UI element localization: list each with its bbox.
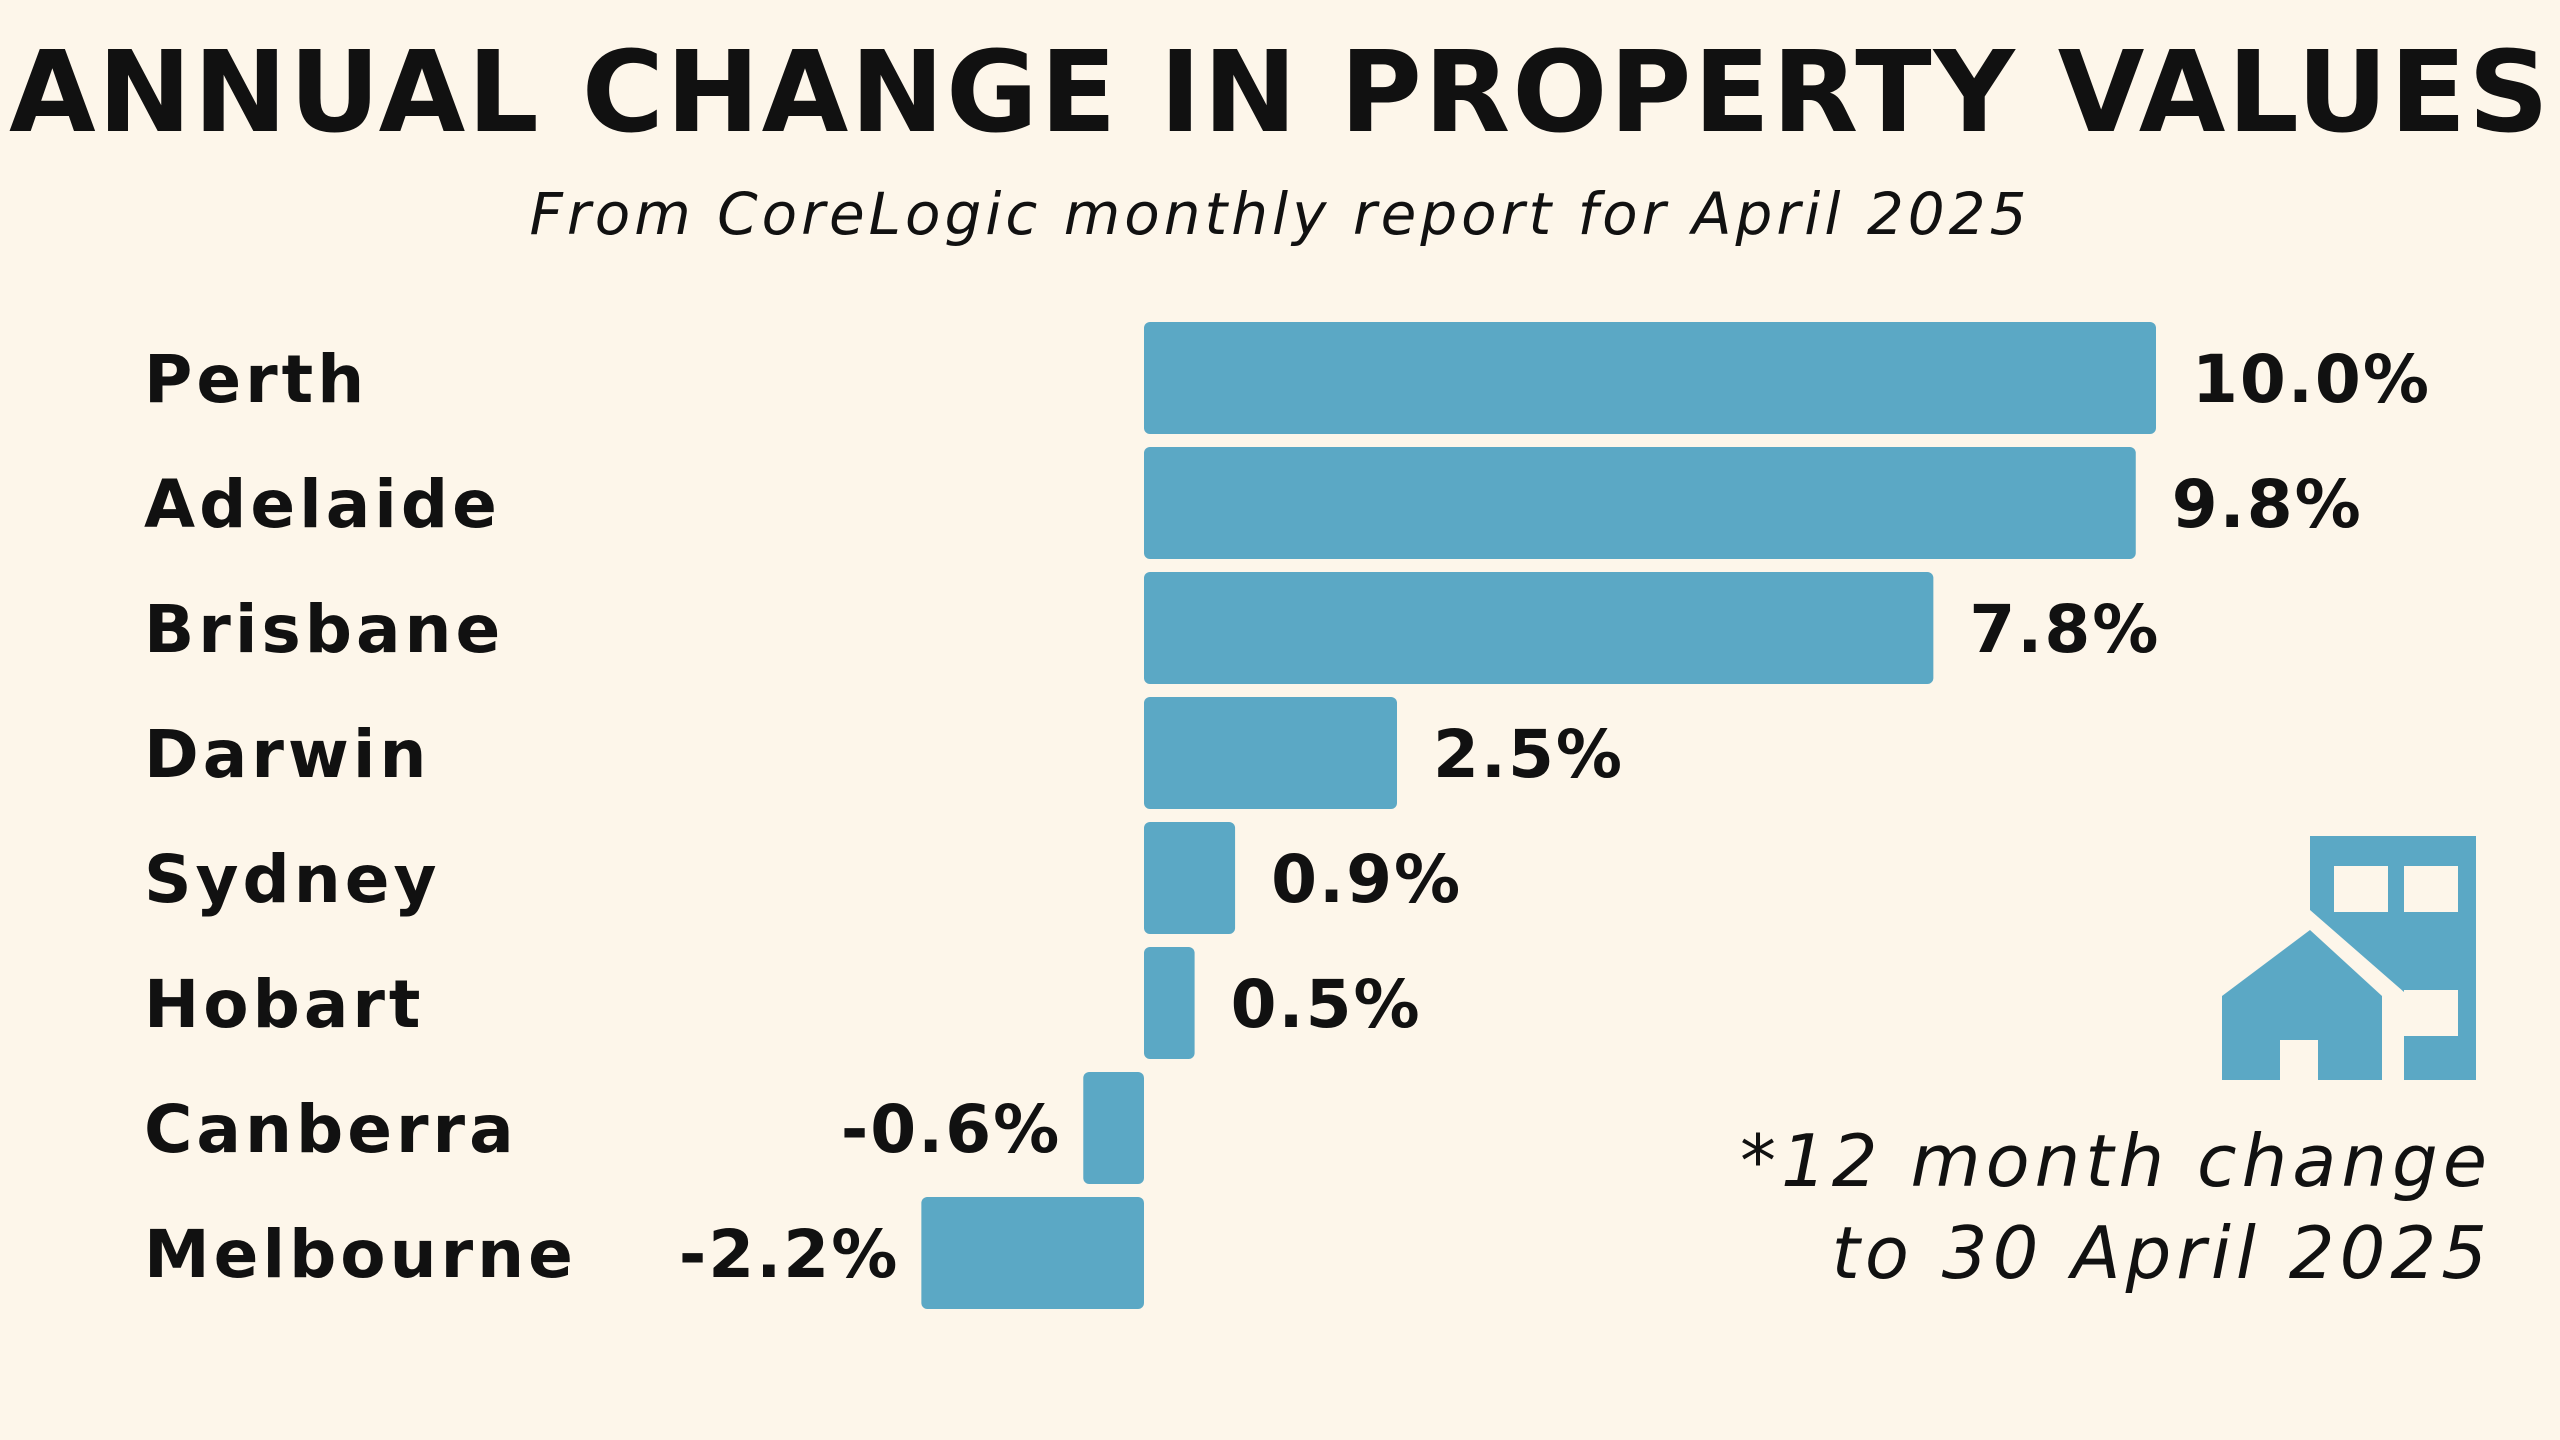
category-label-hobart: Hobart [144,966,424,1043]
bar-darwin [1144,697,1397,809]
value-label-perth: 10.0% [2192,341,2431,418]
footnote-line-2: to 30 April 2025 [1831,1211,2492,1295]
bar-adelaide [1144,447,2136,559]
category-label-brisbane: Brisbane [144,591,504,668]
house-and-building-icon [2222,836,2476,1080]
chart-subtitle: From CoreLogic monthly report for April … [529,180,2031,248]
bar-sydney [1144,822,1236,934]
category-label-perth: Perth [144,341,368,418]
category-label-sydney: Sydney [144,841,441,918]
bar-canberra [1083,1072,1144,1184]
bar-hobart [1144,947,1195,1059]
bar-perth [1144,322,2156,434]
value-label-hobart: 0.5% [1231,966,1422,1043]
value-label-melbourne: -2.2% [679,1216,899,1293]
chart-title: ANNUAL CHANGE IN PROPERTY VALUES [9,28,2551,158]
category-label-adelaide: Adelaide [144,466,501,543]
value-label-brisbane: 7.8% [1969,591,2160,668]
footnote: *12 month change to 30 April 2025 [1592,1115,2492,1299]
bar-brisbane [1144,572,1934,684]
bar-melbourne [921,1197,1144,1309]
footnote-line-1: *12 month change [1739,1119,2492,1203]
value-label-canberra: -0.6% [841,1091,1061,1168]
value-label-sydney: 0.9% [1271,841,1462,918]
value-label-adelaide: 9.8% [2172,466,2363,543]
category-label-darwin: Darwin [144,716,430,793]
value-label-darwin: 2.5% [1433,716,1624,793]
category-label-canberra: Canberra [144,1091,518,1168]
category-label-melbourne: Melbourne [144,1216,577,1293]
